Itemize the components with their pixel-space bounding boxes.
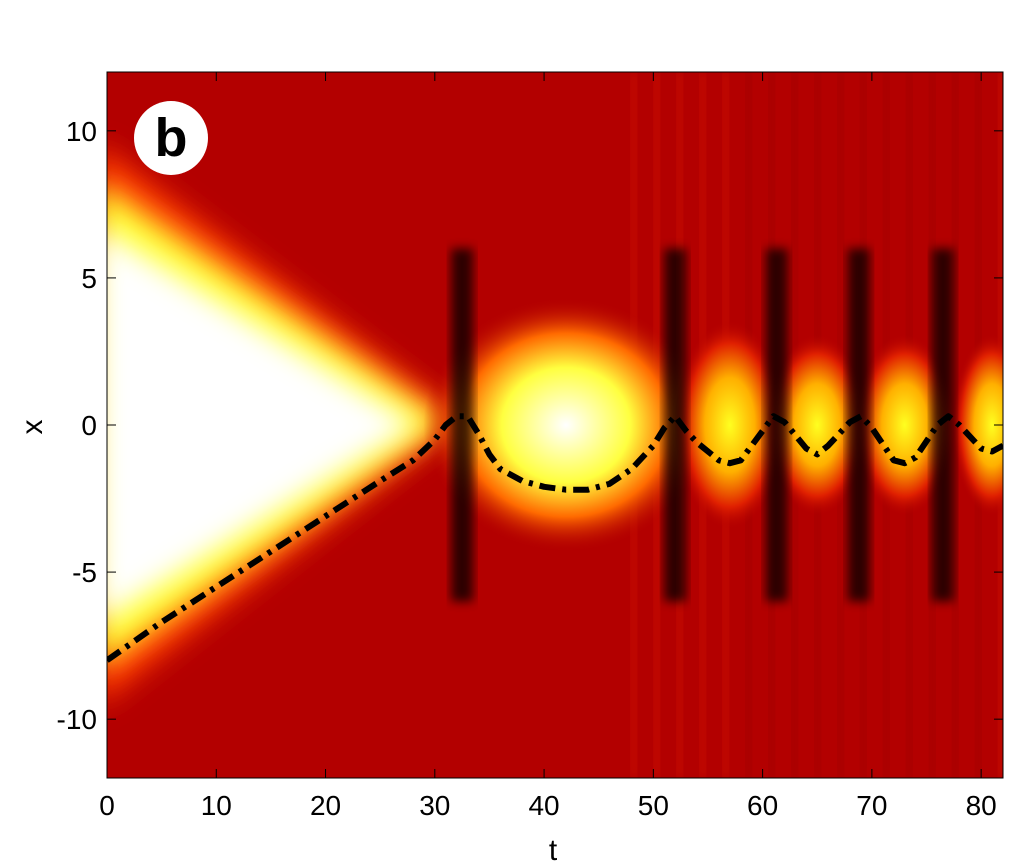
heatmap-field <box>107 72 1003 778</box>
dark-fringe <box>664 248 687 602</box>
bright-blob <box>766 333 868 517</box>
x-tick-label: 60 <box>747 790 778 821</box>
wedge-core <box>107 231 419 619</box>
y-tick-label: -5 <box>72 557 97 588</box>
panel-label-badge: b <box>134 101 208 175</box>
panel-label: b <box>155 108 188 168</box>
x-tick-label: 10 <box>201 790 232 821</box>
bright-blob <box>423 297 709 553</box>
x-tick-label: 80 <box>966 790 997 821</box>
trajectory-layer <box>107 413 1003 663</box>
plot-area <box>106 71 1004 779</box>
dark-fringe <box>847 248 870 602</box>
x-tick-label: 30 <box>419 790 450 821</box>
x-axis-ticks: 0 10 20 30 40 50 60 70 80 <box>99 72 997 821</box>
x-axis-label: t <box>549 834 558 867</box>
y-tick-label: -10 <box>57 704 97 735</box>
y-axis-label: x <box>16 420 49 435</box>
x-tick-label: 20 <box>310 790 341 821</box>
trajectory-line <box>107 413 1003 663</box>
dark-fringe <box>931 248 954 602</box>
dark-fringe <box>451 248 474 602</box>
bright-blob <box>952 333 1003 517</box>
dark-fringe-band <box>765 248 788 602</box>
dark-fringe-band <box>847 248 870 602</box>
panel-label-circle <box>134 101 208 175</box>
y-tick-label: 0 <box>81 410 97 441</box>
x-tick-label: 40 <box>528 790 559 821</box>
y-tick-label: 5 <box>81 263 97 294</box>
y-tick-label: 10 <box>66 116 97 147</box>
dark-fringe-band <box>451 248 474 602</box>
x-tick-label: 70 <box>856 790 887 821</box>
y-axis-ticks: 10 5 0 -5 -10 <box>57 116 1003 735</box>
bright-blob <box>853 333 956 517</box>
bright-blob <box>674 320 786 530</box>
dark-fringe-band <box>931 248 954 602</box>
bright-wedge <box>107 150 463 699</box>
x-tick-label: 0 <box>99 790 115 821</box>
dark-fringe-band <box>664 248 687 602</box>
x-tick-label: 50 <box>638 790 669 821</box>
dark-fringe <box>765 248 788 602</box>
